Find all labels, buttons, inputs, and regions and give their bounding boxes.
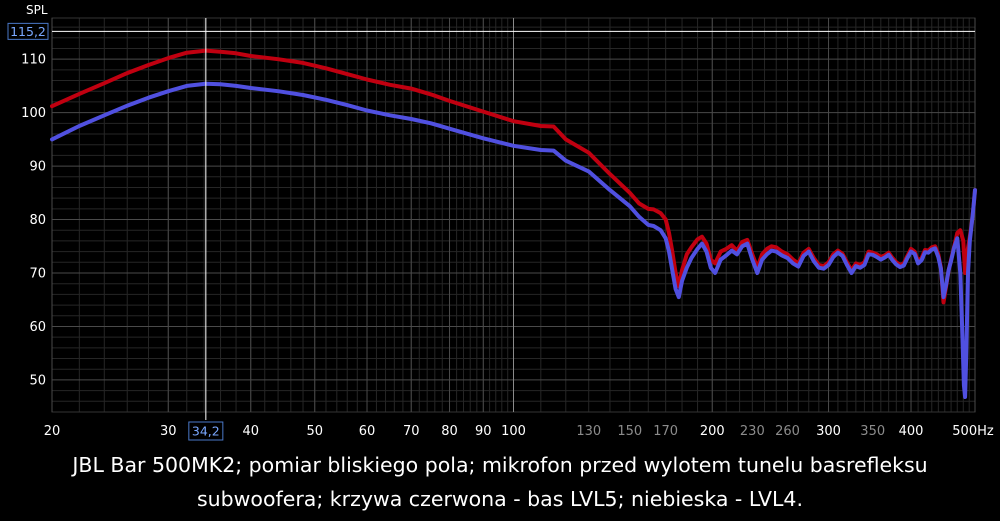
y-tick-label: 70 xyxy=(29,267,46,282)
y-tick-label: 90 xyxy=(29,160,46,175)
y-tick-label: 110 xyxy=(21,53,46,68)
caption-line-2: subwoofera; krzywa czerwona - bas LVL5; … xyxy=(196,487,803,511)
caption-line-1: JBL Bar 500MK2; pomiar bliskiego pola; m… xyxy=(72,453,928,477)
x-tick-label: 300 xyxy=(816,424,841,439)
cursor-x-readout-box[interactable] xyxy=(188,421,224,441)
series-line-blue xyxy=(50,81,977,399)
x-tick-label: 60 xyxy=(359,424,376,439)
x-tick-label: 30 xyxy=(160,424,177,439)
y-axis-title: SPL xyxy=(26,3,48,17)
x-tick-label: 400 xyxy=(899,424,924,439)
major-grid xyxy=(51,17,976,413)
cursor-layer[interactable]: 115,2 34,2 xyxy=(7,18,975,441)
x-tick-label: 350 xyxy=(860,424,885,439)
frequency-response-chart: 115,2 34,2 SPL 50 60 70 80 90 100 110 20 30 40 50 60… xyxy=(7,3,994,441)
x-tick-label: 200 xyxy=(700,424,725,439)
y-tick-label: 80 xyxy=(29,213,46,228)
y-tick-label: 60 xyxy=(29,320,46,335)
x-tick-label: 100 xyxy=(501,424,526,439)
x-tick-label: 130 xyxy=(576,424,601,439)
x-tick-label: 150 xyxy=(617,424,642,439)
y-tick-label: 50 xyxy=(29,373,46,388)
x-tick-label: 500Hz xyxy=(952,424,994,439)
cursor-x-readout[interactable]: 34,2 xyxy=(192,424,220,439)
cursor-y-readout[interactable]: 115,2 xyxy=(10,24,46,39)
x-tick-label: 90 xyxy=(475,424,492,439)
x-tick-label: 230 xyxy=(740,424,765,439)
x-tick-label: 260 xyxy=(775,424,800,439)
x-tick-label: 50 xyxy=(306,424,323,439)
x-tick-label: 170 xyxy=(653,424,678,439)
cursor-y-readout-box[interactable] xyxy=(7,22,49,40)
caption: JBL Bar 500MK2; pomiar bliskiego pola; m… xyxy=(0,448,1000,516)
x-tick-label: 40 xyxy=(242,424,259,439)
x-tick-label: 20 xyxy=(44,424,61,439)
axis-layer: SPL 50 60 70 80 90 100 110 20 30 40 50 60 70 80 90 100 1… xyxy=(21,3,994,439)
x-tick-label: 80 xyxy=(441,424,458,439)
series-layer xyxy=(50,48,977,399)
y-tick-label: 100 xyxy=(21,106,46,121)
x-tick-label: 70 xyxy=(403,424,420,439)
